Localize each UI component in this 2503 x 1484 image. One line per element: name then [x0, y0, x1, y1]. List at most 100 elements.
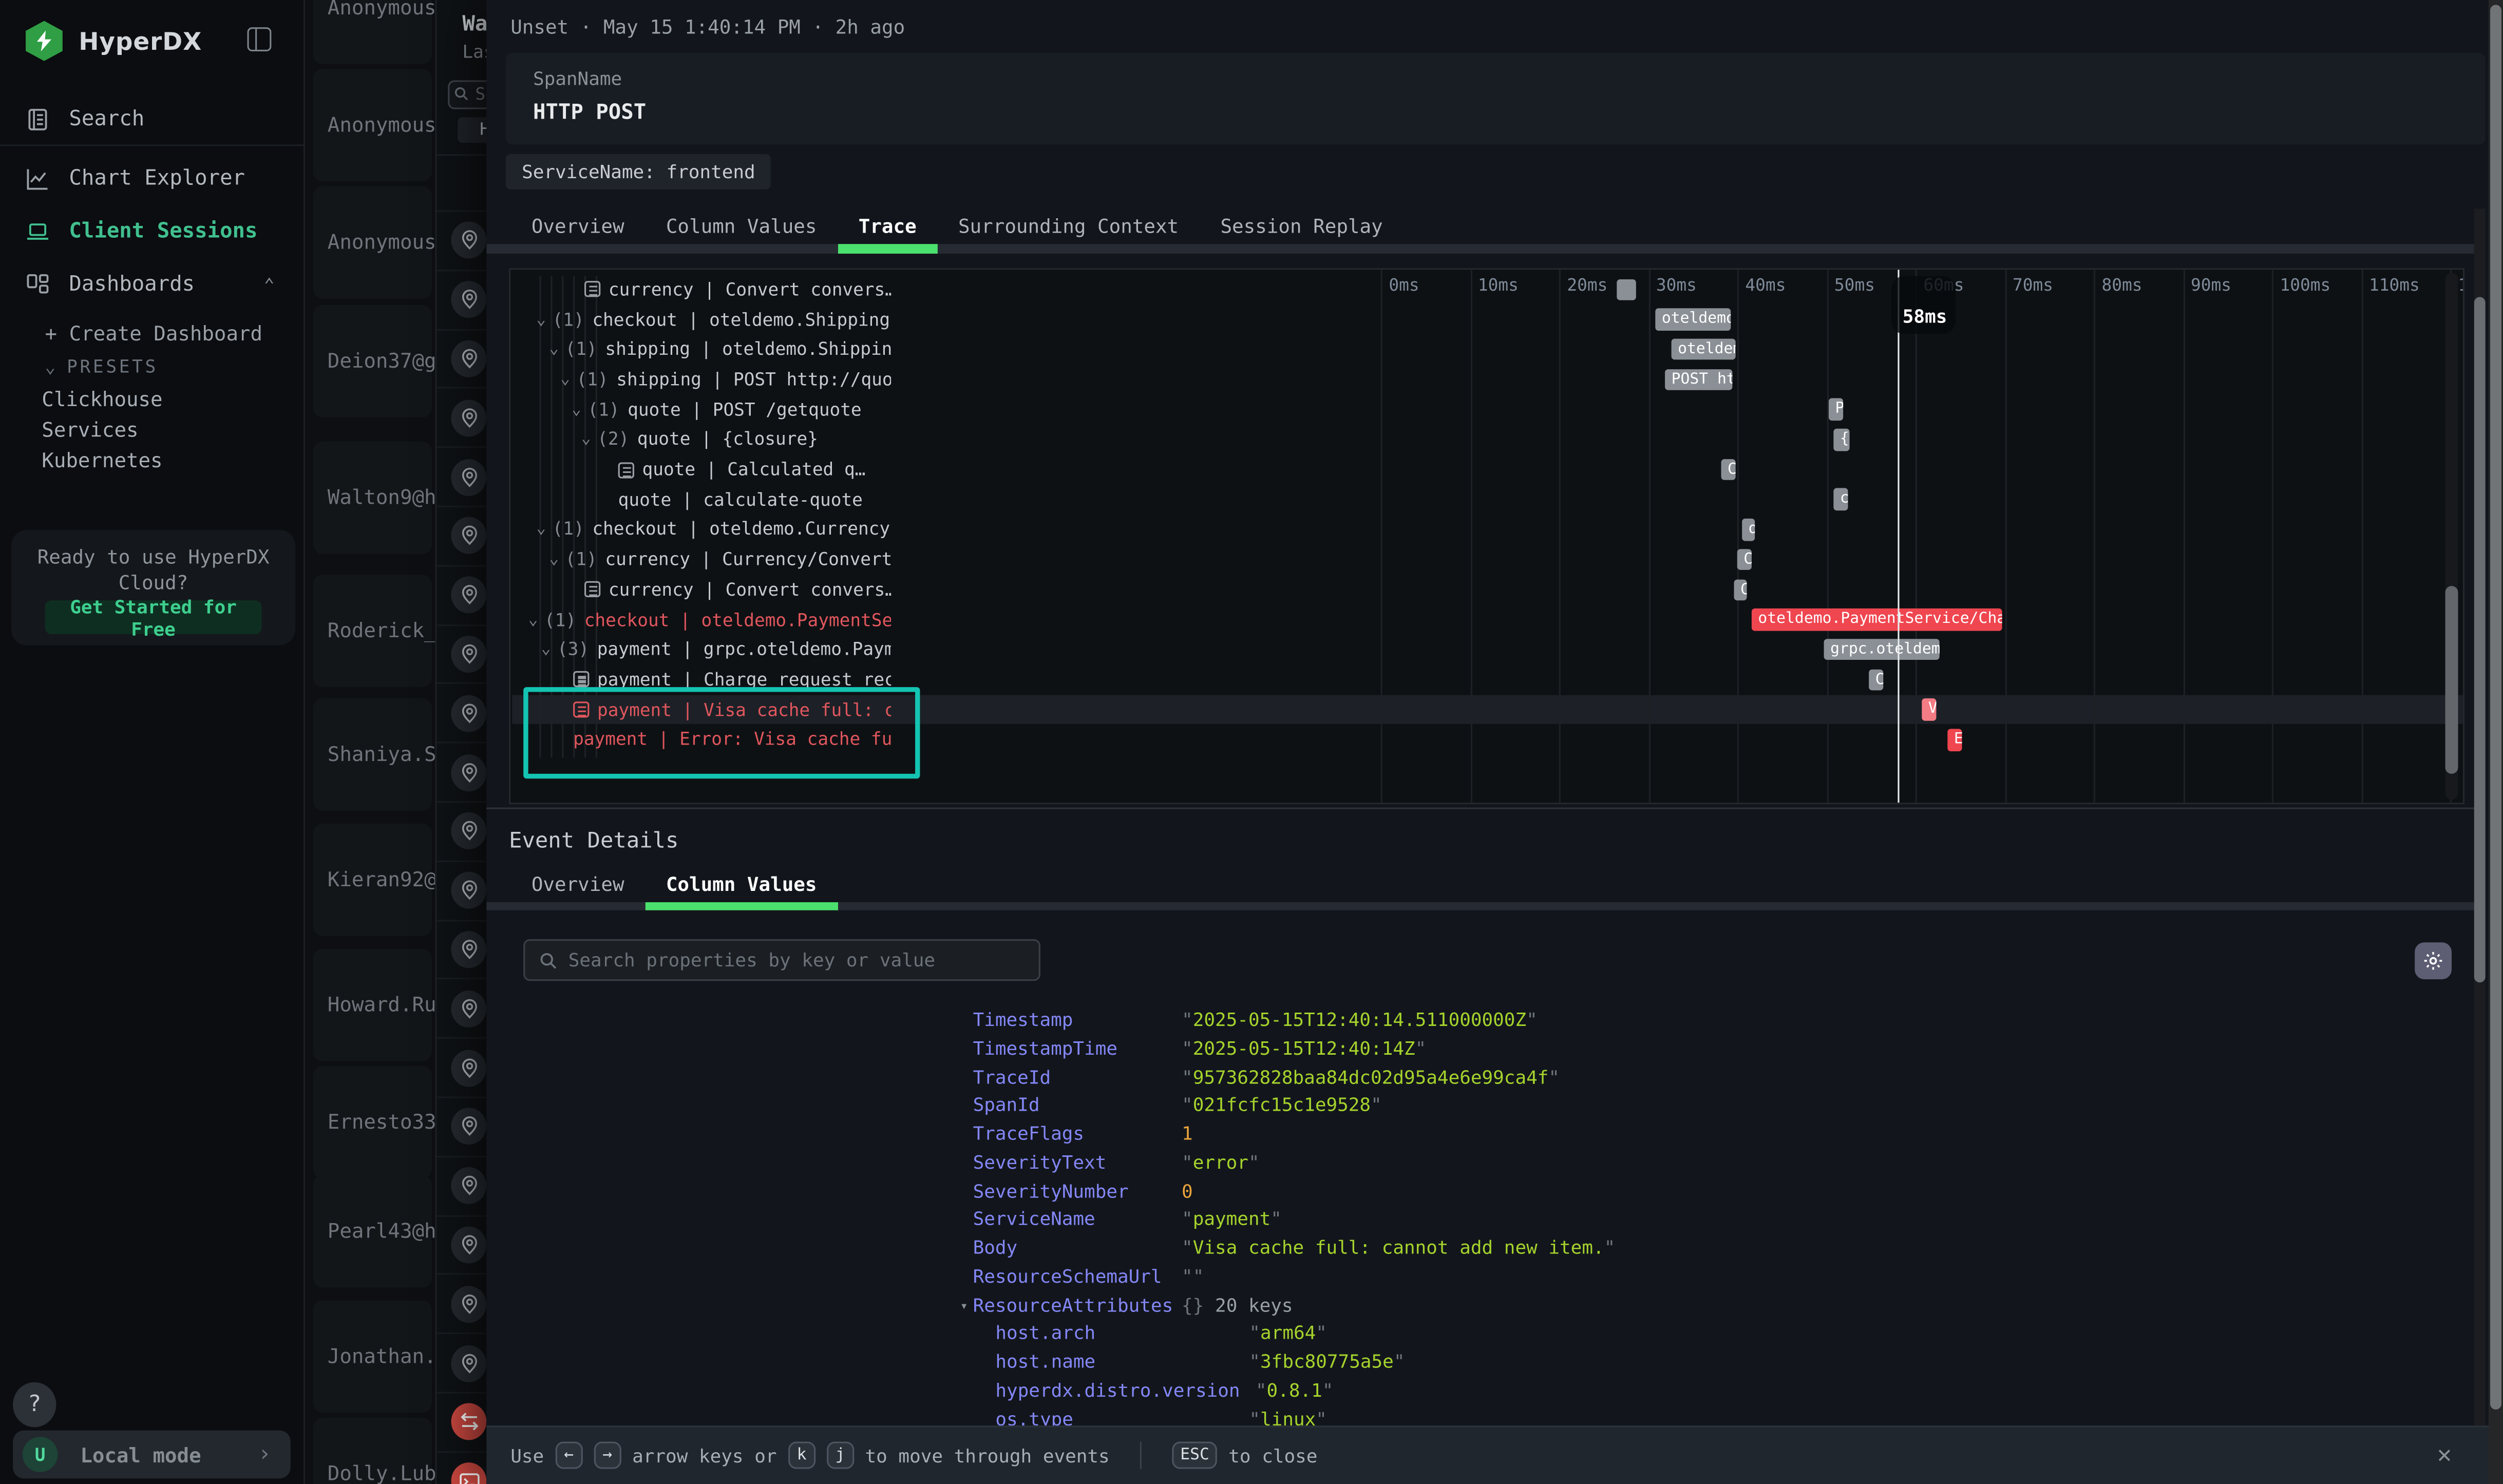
app-logo[interactable]: HyperDX	[26, 21, 202, 61]
trace-tree-row[interactable]: currency | Convert convers…	[512, 275, 891, 305]
trace-tree-row[interactable]: quote | calculate-quote	[512, 485, 891, 515]
session-search-input[interactable]: Sea	[448, 80, 487, 109]
collapse-triangle-icon[interactable]: ▾	[960, 1298, 968, 1312]
help-button[interactable]: ?	[13, 1382, 56, 1428]
window-scrollbar-thumb[interactable]	[2490, 5, 2502, 1410]
session-card[interactable]: Roderick_S	[313, 575, 435, 688]
property-value[interactable]: "payment"	[1182, 1207, 1282, 1230]
location-pin-icon[interactable]	[451, 281, 487, 318]
span-duration-bar[interactable]	[1617, 278, 1636, 300]
span-duration-bar[interactable]: oteldemo.	[1655, 308, 1731, 331]
preset-services[interactable]: Services	[42, 417, 139, 442]
waterfall-scrollbar-thumb[interactable]	[2445, 586, 2458, 774]
session-card[interactable]: Howard.Run	[313, 948, 435, 1061]
property-key[interactable]: ServiceName	[973, 1207, 1095, 1230]
trace-tree-row[interactable]: ⌄ (1) shipping | POST http://quo…	[560, 369, 892, 390]
span-duration-bar[interactable]: E	[1947, 729, 1962, 751]
location-pin-icon[interactable]	[451, 1344, 487, 1382]
property-value[interactable]: "Visa cache full: cannot add new item."	[1182, 1236, 1616, 1259]
property-key[interactable]: SpanId	[973, 1093, 1040, 1116]
span-duration-bar[interactable]: o	[1742, 519, 1755, 541]
trace-tree-row[interactable]: payment | Error: Visa cache ful…	[512, 725, 891, 755]
sidebar-item-search[interactable]: Search	[0, 98, 304, 140]
session-filter-button[interactable]: H	[458, 117, 487, 143]
property-value[interactable]: "2025-05-15T12:40:14.511000000Z"	[1182, 1008, 1538, 1031]
trace-tree-row[interactable]: ⌄(3)payment | grpc.oteldemo.Paymen…	[512, 635, 892, 664]
session-card[interactable]: Deion37@gm	[313, 305, 435, 417]
property-key[interactable]: TraceFlags	[973, 1122, 1085, 1145]
property-key[interactable]: ResourceSchemaUrl	[973, 1264, 1162, 1287]
preset-kubernetes[interactable]: Kubernetes	[42, 448, 163, 472]
trace-tree-row[interactable]: ⌄ (1) shipping | oteldemo.Shipping…	[549, 339, 892, 360]
property-value[interactable]: "957362828baa84dc02d95a4e6e99ca4f"	[1182, 1065, 1560, 1088]
preset-clickhouse[interactable]: Clickhouse	[42, 387, 163, 411]
property-value[interactable]: 0	[1182, 1179, 1193, 1202]
session-card[interactable]: Walton9@ho	[313, 441, 435, 554]
location-pin-icon[interactable]	[451, 576, 487, 614]
location-pin-icon[interactable]	[451, 517, 487, 555]
span-duration-bar[interactable]: C	[1869, 669, 1884, 691]
property-key[interactable]: Body	[973, 1236, 1018, 1259]
trace-tree-row[interactable]: ⌄ (2) quote | {closure}	[581, 429, 818, 450]
span-duration-bar[interactable]: P	[1828, 398, 1844, 421]
close-icon[interactable]: ✕	[2437, 1440, 2452, 1469]
tab-column-values[interactable]: Column Values	[666, 873, 817, 896]
sidebar-item-client-sessions[interactable]: Client Sessions	[0, 211, 304, 252]
location-pin-icon[interactable]	[451, 872, 487, 909]
span-duration-bar[interactable]: oteldemo.PaymentService/Char	[1751, 608, 2002, 631]
location-pin-icon[interactable]	[451, 695, 487, 732]
tab-column-values[interactable]: Column Values	[666, 215, 817, 238]
tab-overview[interactable]: Overview	[531, 215, 624, 238]
property-value[interactable]: "021fcfc15c1e9528"	[1182, 1093, 1382, 1116]
trace-tree-row[interactable]: ⌄ (1) quote | POST /getquote	[571, 399, 862, 420]
location-pin-icon[interactable]	[451, 754, 487, 791]
location-pin-icon[interactable]	[451, 813, 487, 850]
drawer-scrollbar[interactable]	[2474, 208, 2486, 1426]
span-duration-bar[interactable]: c	[1833, 488, 1848, 510]
span-duration-bar[interactable]: C	[1721, 459, 1736, 481]
tab-trace[interactable]: Trace	[858, 215, 917, 238]
span-duration-bar[interactable]: oteldemo	[1671, 338, 1736, 360]
get-started-button[interactable]: Get Started for Free	[45, 595, 262, 640]
trace-tree-row[interactable]: ⌄ (1) checkout | oteldemo.CurrencySe…	[536, 519, 892, 540]
property-value[interactable]: "3fbc80775a5e"	[1249, 1350, 1405, 1373]
gear-icon[interactable]	[2415, 942, 2452, 980]
location-pin-icon[interactable]	[451, 931, 487, 968]
property-key[interactable]: TraceId	[973, 1065, 1051, 1088]
span-duration-bar[interactable]: V	[1922, 698, 1937, 721]
trace-tree-row[interactable]: ⌄ (1) currency | Currency/Convert	[549, 549, 892, 570]
property-key[interactable]: host.arch	[995, 1321, 1096, 1344]
property-value[interactable]: {} 20 keys	[1182, 1293, 1293, 1316]
location-pin-icon[interactable]	[451, 1167, 487, 1205]
session-card[interactable]: Pearl43@ho	[313, 1175, 435, 1288]
property-value[interactable]: "2025-05-15T12:40:14Z"	[1182, 1036, 1427, 1059]
property-key[interactable]: SeverityNumber	[973, 1179, 1129, 1202]
window-scrollbar[interactable]	[2488, 0, 2503, 1484]
property-value[interactable]: 1	[1182, 1122, 1193, 1145]
swap-arrows-icon[interactable]	[451, 1403, 487, 1441]
trace-tree-row[interactable]: ⌄(1)checkout | oteldemo.PaymentServi…	[512, 605, 892, 635]
local-mode-menu[interactable]: U Local mode ›	[13, 1430, 291, 1479]
sidebar-item-chart-explorer[interactable]: Chart Explorer	[0, 157, 304, 199]
session-card[interactable]: Ernesto33@	[313, 1066, 435, 1178]
waterfall-scrollbar[interactable]	[2445, 273, 2458, 800]
session-card[interactable]: Jonathan.B	[313, 1300, 435, 1413]
session-card[interactable]: Kieran92@	[313, 823, 435, 936]
session-card[interactable]: Anonymous	[313, 186, 435, 299]
property-key[interactable]: Timestamp	[973, 1008, 1073, 1031]
location-pin-icon[interactable]	[451, 1285, 487, 1323]
span-duration-bar[interactable]: {	[1833, 428, 1850, 450]
session-card[interactable]: Anonymous	[313, 0, 435, 65]
span-duration-bar[interactable]: grpc.oteldemo.	[1824, 638, 1940, 661]
location-pin-icon[interactable]	[451, 458, 487, 496]
property-value[interactable]: ""	[1182, 1264, 1204, 1287]
property-key[interactable]: host.name	[995, 1350, 1096, 1373]
properties-search-input[interactable]: Search properties by key or value	[523, 939, 1040, 981]
session-card[interactable]: Shaniya.Sc	[313, 698, 435, 811]
tab-surrounding-context[interactable]: Surrounding Context	[958, 215, 1179, 238]
property-key[interactable]: TimestampTime	[973, 1036, 1118, 1059]
tab-overview[interactable]: Overview	[531, 873, 624, 896]
location-pin-icon[interactable]	[451, 1049, 487, 1087]
property-key[interactable]: ResourceAttributes	[973, 1293, 1173, 1316]
location-pin-icon[interactable]	[451, 222, 487, 259]
